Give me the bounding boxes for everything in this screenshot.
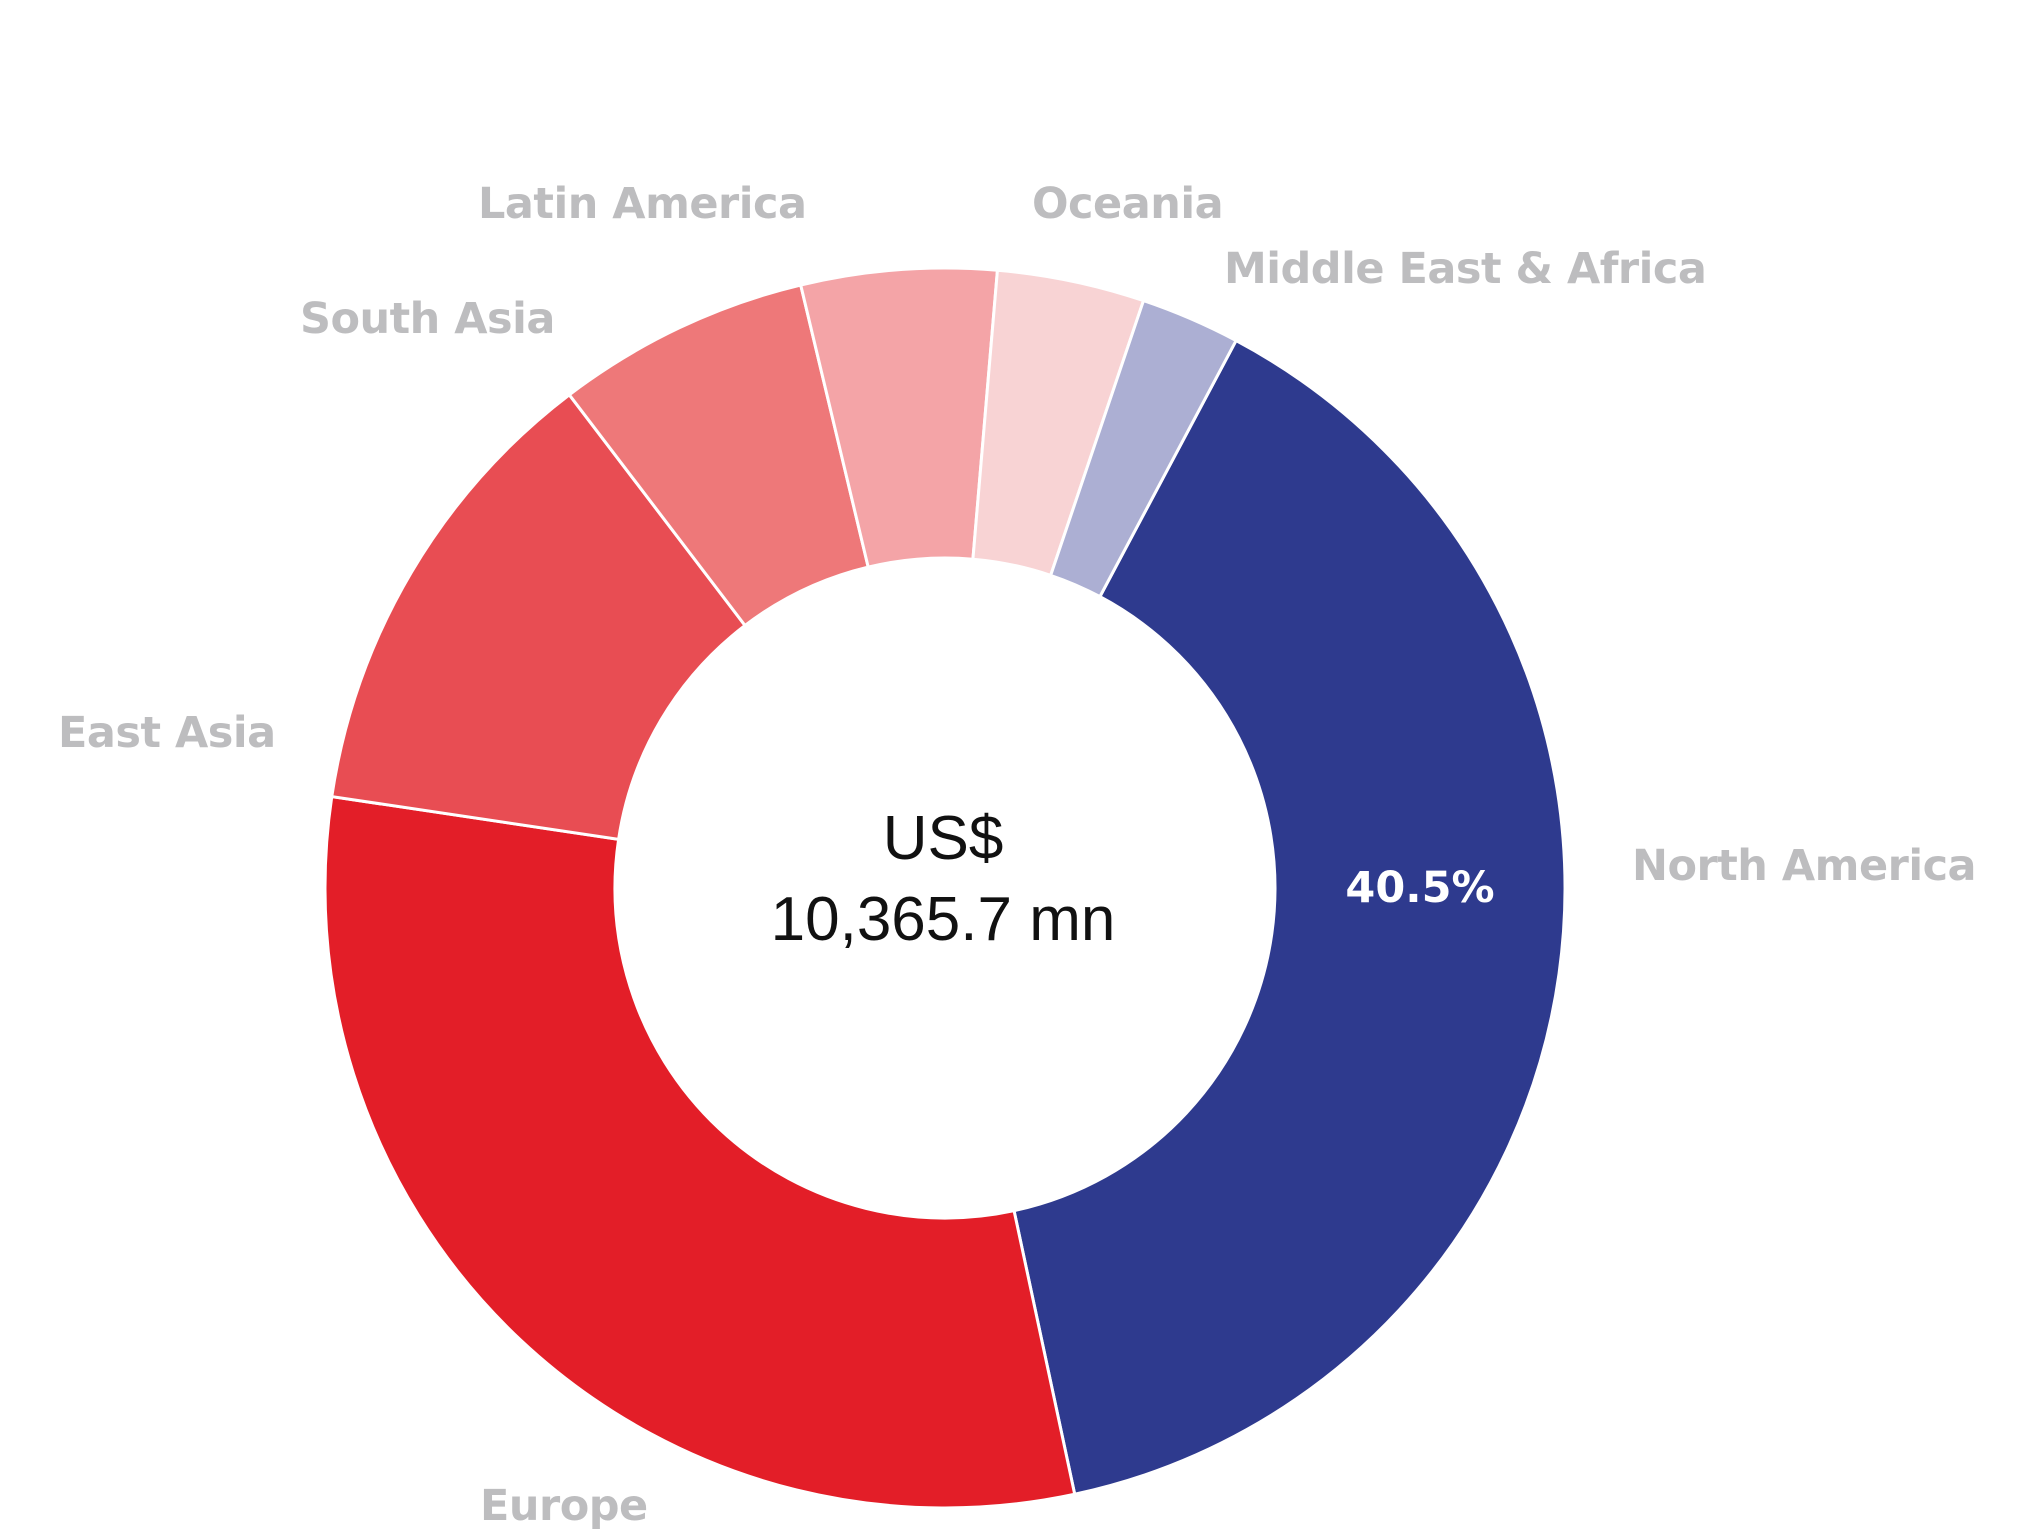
slice-east-asia [330,392,748,842]
region-labels: North America Europe East Asia South Asia La… [58,179,1977,1531]
label-east-asia: East Asia [58,708,276,758]
label-north-america: North America [1632,841,1976,891]
donut-center: US$ 10,365.7 mn [771,804,1116,954]
center-label-currency: US$ [883,804,1004,873]
slice-north-america [1012,338,1567,1497]
label-middle-east-africa: Middle East & Africa [1224,244,1706,294]
label-latin-america: Latin America [478,179,807,229]
label-south-asia: South Asia [300,294,555,344]
donut-slices: 40.5% [323,266,1567,1510]
label-europe: Europe [480,1481,648,1531]
center-label-total: 10,365.7 mn [771,885,1116,954]
slice-middle-east-africa [1048,298,1239,599]
value-label-north-america: 40.5% [1345,863,1494,913]
label-oceania: Oceania [1032,179,1223,229]
slice-europe [323,794,1077,1510]
